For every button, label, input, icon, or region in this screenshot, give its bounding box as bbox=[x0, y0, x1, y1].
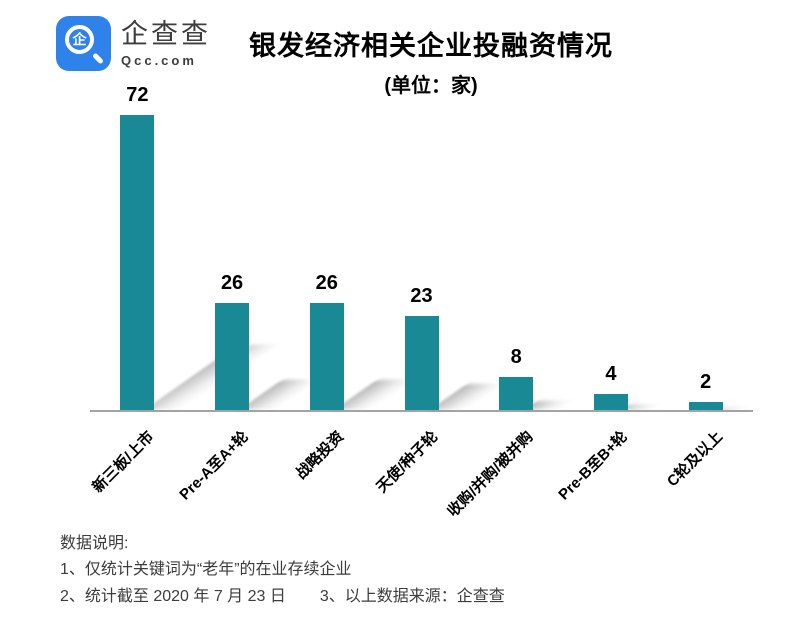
bar bbox=[404, 315, 439, 410]
bar-shadow bbox=[428, 383, 507, 410]
bar-value-label: 26 bbox=[315, 272, 338, 295]
bar bbox=[688, 401, 723, 410]
bar bbox=[215, 303, 250, 410]
notes-heading: 数据说明: bbox=[60, 535, 129, 552]
x-axis-label: 新三板/上市 bbox=[89, 428, 158, 497]
qcc-logo-icon: 企 bbox=[56, 16, 111, 71]
bar bbox=[120, 114, 155, 410]
logo-glyph: 企 bbox=[72, 31, 87, 48]
bar-chart-plot: 72 26 26 23 8 4 2 bbox=[90, 83, 756, 412]
bar-value-label: 4 bbox=[605, 362, 617, 385]
x-axis-labels: 新三板/上市 Pre-A至A+轮 战略投资 天使/种子轮 收购/并购/被并购 Pre-B至… bbox=[89, 410, 753, 540]
x-axis-label: Pre-A至A+轮 bbox=[176, 428, 253, 504]
logo-name: 企查查 bbox=[121, 18, 211, 49]
x-axis-label: 战略投资 bbox=[292, 428, 347, 483]
x-axis-line bbox=[90, 410, 753, 412]
bar-value-label: 2 bbox=[700, 370, 712, 393]
magnifier-icon: 企 bbox=[65, 25, 94, 54]
bar bbox=[309, 303, 344, 410]
logo-domain: Qcc.com bbox=[121, 52, 197, 68]
bar-value-label: 23 bbox=[410, 284, 433, 307]
qcc-logo: 企 企查查 Qcc.com bbox=[56, 16, 211, 71]
x-axis-label: 收购/并购/被并购 bbox=[444, 428, 537, 521]
note-item: 2、统计截至 2020 年 7 月 23 日 bbox=[60, 587, 286, 605]
note-item: 1、仅统计关键词为“老年”的在业存续企业 bbox=[60, 561, 352, 579]
x-axis-label: Pre-B至B+轮 bbox=[555, 428, 632, 504]
chart-subtitle: (单位：家) bbox=[384, 75, 478, 97]
bar-value-label: 72 bbox=[126, 83, 149, 106]
bar bbox=[499, 377, 534, 410]
bar-value-label: 8 bbox=[510, 346, 522, 369]
logo-text: 企查查 Qcc.com bbox=[121, 18, 211, 68]
x-axis-label: C轮及以上 bbox=[663, 428, 726, 491]
x-axis-label: 天使/种子轮 bbox=[373, 428, 442, 497]
title-block: 银发经济相关企业投融资情况 (单位：家) bbox=[0, 24, 800, 98]
data-notes: 数据说明: 1、仅统计关键词为“老年”的在业存续企业 2、统计截至 2020 年… bbox=[60, 531, 505, 610]
note-item: 3、以上数据来源：企查查 bbox=[319, 587, 505, 605]
bar-value-label: 26 bbox=[220, 272, 244, 295]
bar bbox=[593, 393, 628, 410]
chart-title: 银发经济相关企业投融资情况 bbox=[249, 31, 613, 61]
